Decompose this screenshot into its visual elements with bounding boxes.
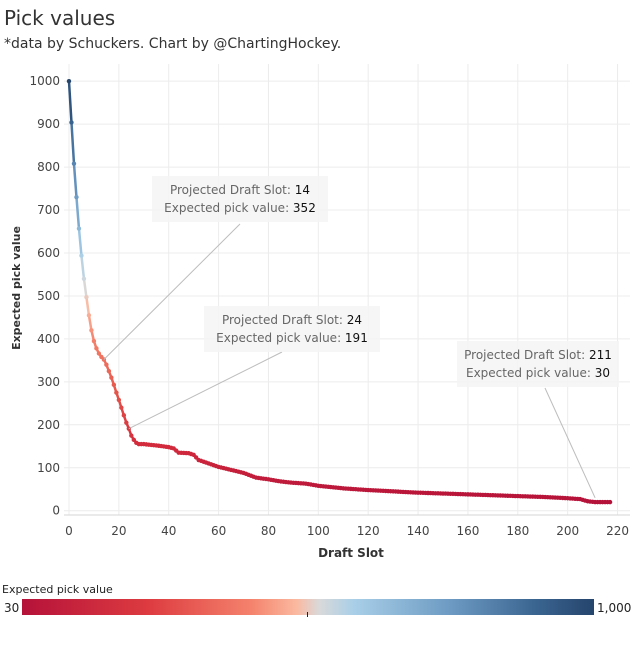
- annotation-slot-text: Projected Draft Slot: 211: [464, 348, 612, 362]
- x-tick-label: 200: [556, 524, 579, 538]
- annotation-value-text: Expected pick value: 352: [164, 201, 316, 215]
- data-point: [81, 276, 87, 281]
- annotation-slot-value: 24: [347, 313, 362, 327]
- chart-title: Pick values: [4, 6, 116, 30]
- annotation-box: [204, 306, 380, 352]
- x-tick-label: 80: [261, 524, 276, 538]
- y-tick-label: 400: [37, 332, 60, 346]
- annotation-leader-line: [128, 351, 283, 430]
- line-segment: [87, 314, 93, 332]
- y-tick-label: 700: [37, 203, 60, 217]
- data-point: [104, 362, 109, 367]
- annotation-box: [457, 341, 619, 387]
- line-segment: [82, 277, 88, 299]
- line-segment: [70, 121, 76, 165]
- data-point: [607, 499, 613, 505]
- annotation-value-text: Expected pick value: 30: [466, 366, 610, 380]
- line-segment: [77, 227, 83, 257]
- x-tick-label: 160: [456, 524, 479, 538]
- data-point: [106, 368, 112, 374]
- data-point: [66, 78, 72, 84]
- data-point: [79, 253, 84, 258]
- y-tick-label: 1000: [29, 74, 60, 88]
- data-point: [91, 338, 97, 344]
- pick-value-chart: 0 100 200 300 400 500 600 700 800 900 1000 0 20 40 60 8…: [10, 64, 630, 560]
- data-point: [109, 375, 114, 380]
- data-point: [114, 390, 119, 395]
- y-tick-label: 800: [37, 160, 60, 174]
- x-tick-label: 140: [407, 524, 430, 538]
- data-point: [71, 161, 77, 166]
- annotation-box: [152, 176, 328, 222]
- data-point: [96, 351, 102, 356]
- x-tick-label: 180: [506, 524, 529, 538]
- data-point: [129, 433, 134, 438]
- data-point: [121, 413, 127, 418]
- data-point: [94, 346, 99, 351]
- axes: 0 100 200 300 400 500 600 700 800 900 1000 0 20 40 60 8…: [10, 74, 630, 560]
- line-segment: [67, 79, 73, 124]
- data-point: [131, 437, 137, 443]
- legend-midpoint-tick: [307, 612, 308, 617]
- data-point: [84, 295, 89, 300]
- line-segment: [85, 295, 91, 317]
- x-tick-label: 40: [161, 524, 176, 538]
- y-tick-label: 200: [37, 418, 60, 432]
- gridlines: [64, 64, 630, 515]
- y-tick-label: 900: [37, 117, 60, 131]
- legend-color-bar: [22, 599, 594, 615]
- annotation-value-label: Expected pick value:: [466, 366, 595, 380]
- line-segment: [72, 162, 78, 199]
- data-point: [116, 397, 122, 403]
- annotation-leader-line: [544, 387, 596, 499]
- annotation-slot-text: Projected Draft Slot: 14: [170, 183, 310, 197]
- data-point: [124, 420, 129, 425]
- annotation-value-text: Expected pick value: 191: [216, 331, 368, 345]
- annotation-slot-label: Projected Draft Slot:: [222, 313, 347, 327]
- data-point: [86, 313, 92, 318]
- line-segment: [75, 195, 81, 230]
- annotation-slot-label: Projected Draft Slot:: [464, 348, 589, 362]
- chart-subtitle: *data by Schuckers. Chart by @ChartingHo…: [4, 36, 342, 52]
- x-tick-label: 120: [357, 524, 380, 538]
- legend-max-label: 1,000: [597, 601, 632, 615]
- annotation-leader-line: [103, 223, 241, 360]
- data-point: [69, 120, 74, 125]
- legend-title: Expected pick value: [2, 583, 113, 596]
- y-tick-label: 0: [52, 504, 60, 518]
- y-axis-label: Expected pick value: [10, 226, 23, 350]
- annotation-value-number: 352: [293, 201, 316, 215]
- x-axis-label: Draft Slot: [318, 546, 384, 560]
- y-tick-label: 100: [37, 461, 60, 475]
- x-tick-label: 60: [211, 524, 226, 538]
- x-tick-label: 20: [111, 524, 126, 538]
- y-tick-label: 600: [37, 246, 60, 260]
- y-tick-label: 300: [37, 375, 60, 389]
- data-point: [76, 226, 82, 231]
- annotation-value-number: 191: [345, 331, 368, 345]
- legend-min-label: 30: [4, 601, 20, 615]
- line-segment: [80, 254, 86, 281]
- annotation-slot-label: Projected Draft Slot:: [170, 183, 295, 197]
- y-tick-label: 500: [37, 289, 60, 303]
- data-point: [119, 405, 124, 410]
- x-tick-label: 0: [65, 524, 73, 538]
- data-point: [111, 382, 117, 388]
- data-point: [89, 328, 94, 333]
- data-point: [74, 194, 79, 200]
- pick-value-series: [66, 78, 613, 505]
- x-tick-label: 100: [307, 524, 330, 538]
- annotation-value-number: 30: [595, 366, 610, 380]
- annotation-slot-text: Projected Draft Slot: 24: [222, 313, 362, 327]
- annotation-slot-value: 211: [589, 348, 612, 362]
- annotation-slot-value: 14: [295, 183, 310, 197]
- annotation-value-label: Expected pick value:: [164, 201, 293, 215]
- x-tick-label: 220: [606, 524, 629, 538]
- annotation-value-label: Expected pick value:: [216, 331, 345, 345]
